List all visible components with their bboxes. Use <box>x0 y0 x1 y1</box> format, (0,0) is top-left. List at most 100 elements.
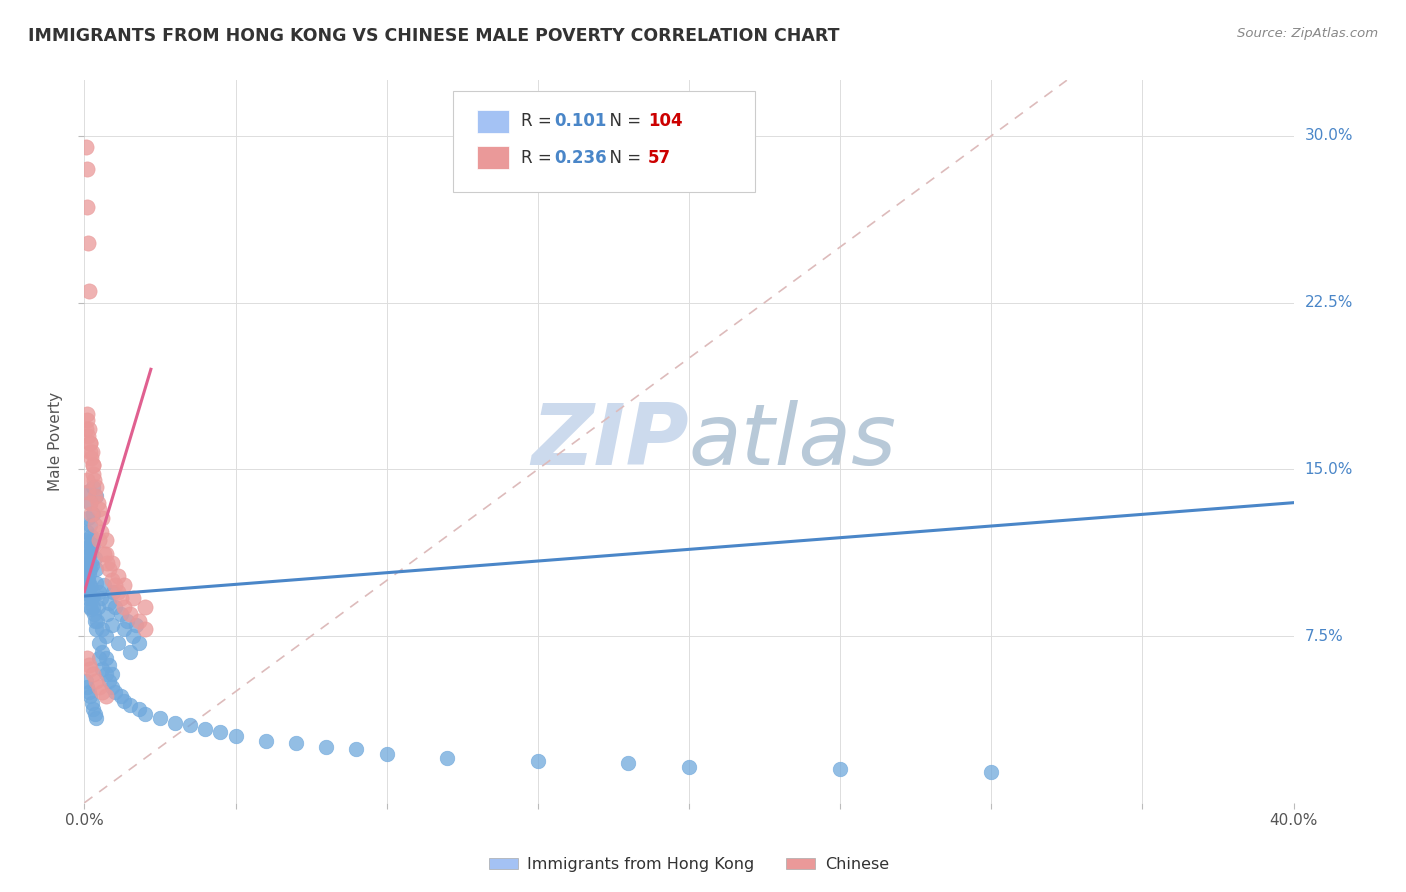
Point <box>77 684 100 698</box>
FancyBboxPatch shape <box>453 91 755 193</box>
Point <box>96 607 118 621</box>
Point <box>134 706 156 721</box>
Point <box>94 547 117 561</box>
Point <box>91 511 114 525</box>
Point <box>112 623 135 637</box>
Point <box>94 533 117 548</box>
Point <box>77 556 100 570</box>
Point <box>76 162 98 177</box>
Point <box>830 763 852 777</box>
Point <box>617 756 640 770</box>
Point <box>77 540 100 554</box>
Point <box>82 467 104 481</box>
Point <box>100 618 122 632</box>
Point <box>76 474 98 488</box>
Point <box>79 600 101 615</box>
Point <box>87 496 110 510</box>
Point <box>80 529 103 543</box>
Text: 15.0%: 15.0% <box>1305 462 1353 477</box>
Point <box>82 507 104 521</box>
Text: R =: R = <box>520 149 557 167</box>
Point <box>118 607 141 621</box>
Point <box>115 614 138 628</box>
Point <box>83 474 105 488</box>
Point <box>84 489 107 503</box>
Text: atlas: atlas <box>689 400 897 483</box>
Point <box>80 696 103 710</box>
Point <box>76 413 98 427</box>
Point <box>128 614 150 628</box>
Point <box>76 651 98 665</box>
Point <box>89 636 111 650</box>
Point <box>90 591 112 606</box>
Point <box>76 422 98 436</box>
Point <box>80 591 103 606</box>
Point <box>76 429 98 443</box>
Point <box>87 600 110 615</box>
Point <box>94 689 117 703</box>
Point <box>209 724 232 739</box>
Point <box>77 587 100 601</box>
Point <box>77 591 100 606</box>
Point <box>77 560 100 574</box>
Point <box>76 484 98 499</box>
FancyBboxPatch shape <box>478 110 509 133</box>
Point <box>121 629 143 643</box>
Point <box>75 140 97 154</box>
Point <box>77 484 100 499</box>
Text: Source: ZipAtlas.com: Source: ZipAtlas.com <box>1237 27 1378 40</box>
Point <box>101 584 124 599</box>
Point <box>91 623 114 637</box>
Point <box>79 689 101 703</box>
Point <box>77 422 100 436</box>
Point <box>84 706 107 721</box>
Point <box>77 574 100 588</box>
Legend: Immigrants from Hong Kong, Chinese: Immigrants from Hong Kong, Chinese <box>482 851 896 879</box>
Point <box>91 662 114 676</box>
Point <box>110 607 132 621</box>
Point <box>79 435 101 450</box>
Point <box>86 623 108 637</box>
Point <box>86 575 108 590</box>
Point <box>76 582 98 597</box>
Point <box>79 662 101 676</box>
Point <box>80 533 103 548</box>
Point <box>110 591 132 606</box>
Point <box>84 562 107 576</box>
Point <box>96 556 118 570</box>
Text: 30.0%: 30.0% <box>1305 128 1353 144</box>
Point <box>97 657 120 672</box>
Point <box>91 684 114 698</box>
Point <box>375 747 398 761</box>
Point <box>89 680 111 694</box>
Point <box>128 636 150 650</box>
Point <box>76 680 98 694</box>
Point <box>93 578 115 592</box>
Point <box>254 733 277 747</box>
Point <box>678 760 700 774</box>
Point <box>118 698 141 712</box>
Point <box>75 562 97 576</box>
Point <box>90 524 112 539</box>
Point <box>79 580 101 594</box>
Point <box>94 666 117 681</box>
Point <box>77 285 100 299</box>
Point <box>980 764 1002 779</box>
Point <box>83 607 105 621</box>
Point <box>76 200 98 214</box>
Point <box>82 600 104 615</box>
Point <box>107 569 129 583</box>
Point <box>107 636 129 650</box>
Text: 57: 57 <box>648 149 671 167</box>
Point <box>75 533 97 548</box>
Point <box>97 562 120 576</box>
Point <box>225 729 247 743</box>
Point <box>134 600 156 615</box>
Point <box>84 551 107 566</box>
Point <box>76 551 98 566</box>
Point <box>79 496 101 510</box>
Point <box>82 666 104 681</box>
Point <box>77 235 100 250</box>
Point <box>79 517 101 532</box>
Point <box>118 645 141 659</box>
